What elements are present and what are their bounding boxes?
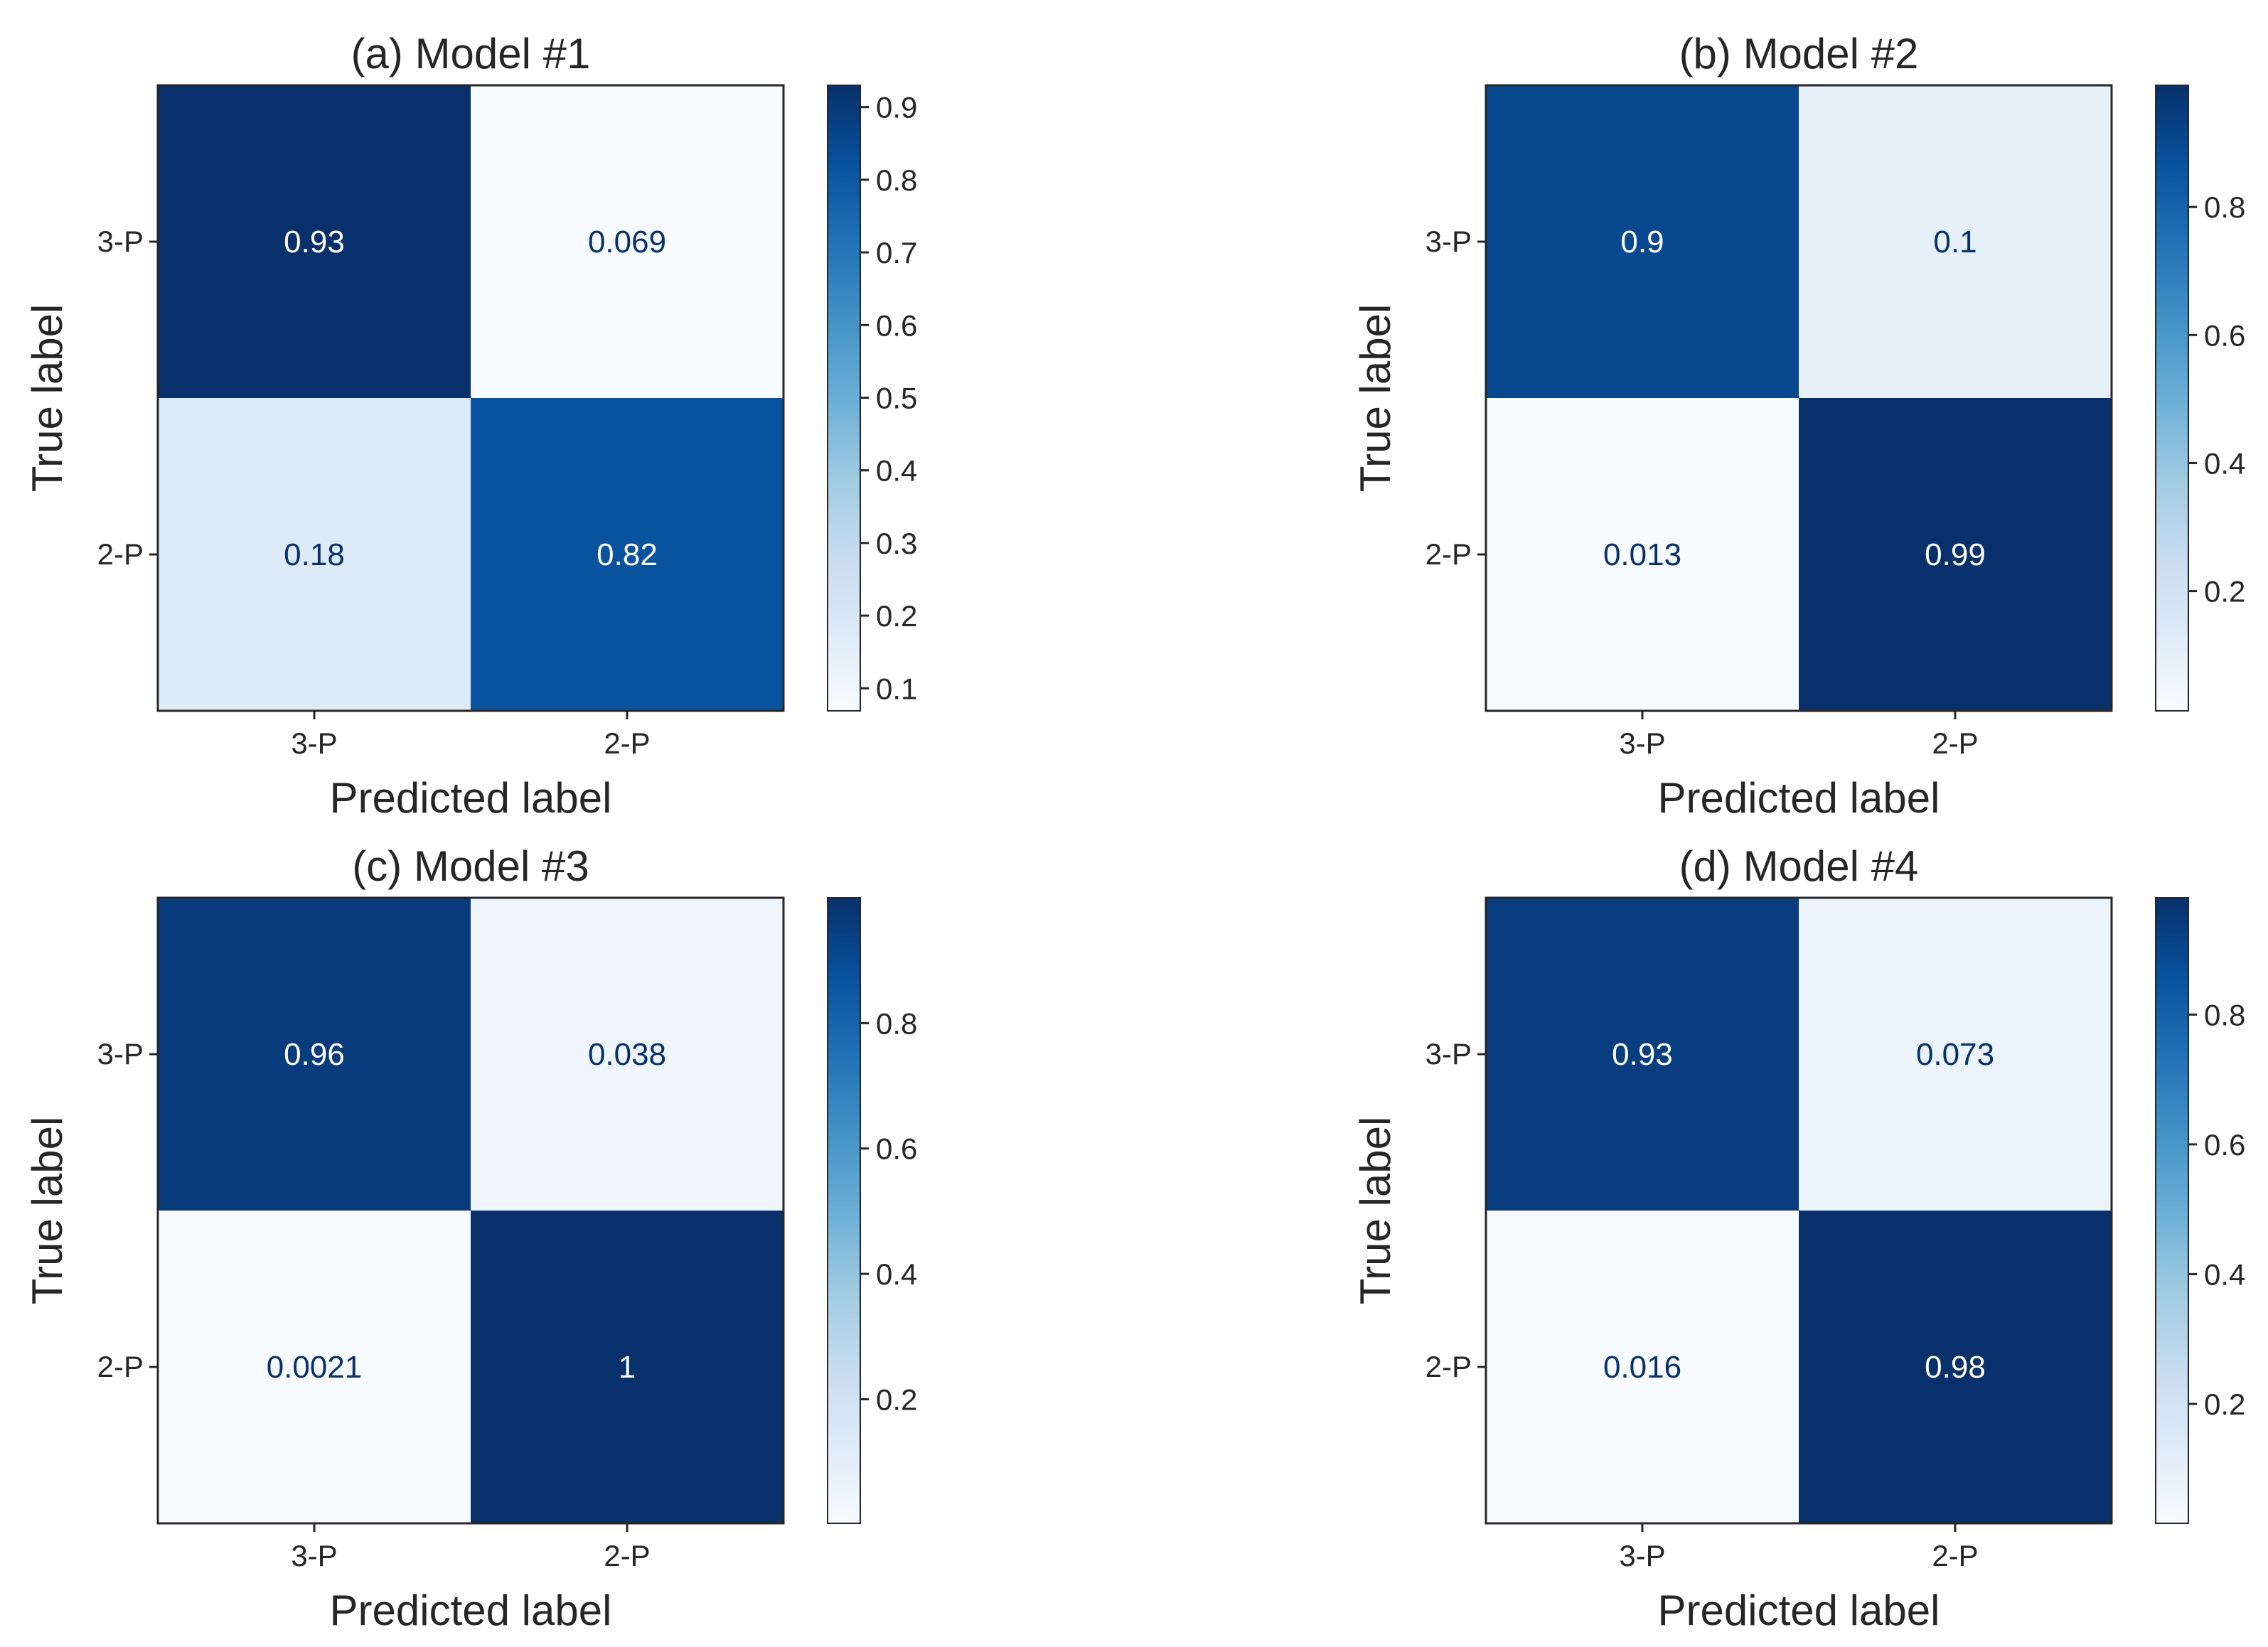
panel-title: (b) Model #2 [1679,30,1919,77]
heatmap-cell [471,85,783,398]
y-axis-label: True label [1352,1117,1399,1305]
colorbar-frame [2155,85,2189,712]
y-tick-label: 2-P [97,1350,144,1383]
colorbar-tick-label: 0.2 [2204,575,2245,608]
x-tick-label: 2-P [604,726,650,760]
panel-title: (a) Model #1 [351,30,591,77]
y-axis-label: True label [1352,304,1399,493]
panel-a: 0.93 0.069 0.18 0.82 3-P 2-P 3-P 2-P (a) Model #… [23,30,917,822]
heatmap-cell [1486,398,1799,711]
panel-title: (d) Model #4 [1679,842,1919,890]
y-tick-label: 2-P [97,537,144,571]
cell-value-label: 0.18 [284,537,345,572]
y-axis-label: True label [23,304,71,493]
colorbar-tick-label: 0.3 [876,527,917,560]
y-tick-label: 2-P [1425,1350,1472,1383]
x-tick-label: 3-P [291,726,337,760]
colorbar [828,85,860,711]
x-tick-label: 3-P [291,1539,337,1572]
colorbar [828,898,860,1523]
heatmap-frame [1485,84,2113,712]
x-axis-label: Predicted label [1658,1587,1940,1634]
colorbar-frame [827,897,861,1524]
cell-value-label: 0.98 [1925,1350,1986,1385]
heatmap-frame [1485,896,2113,1525]
heatmap-cell [1799,1211,2112,1523]
colorbar-tick-label: 0.4 [2204,446,2245,480]
colorbar-tick-label: 0.4 [876,1257,917,1291]
colorbar-frame [2155,897,2189,1524]
x-tick-label: 3-P [1619,1539,1665,1572]
y-tick-label: 3-P [1425,225,1472,258]
x-axis-label: Predicted label [330,1587,612,1634]
colorbar-tick-label: 0.2 [2204,1388,2245,1421]
colorbar-tick-label: 0.9 [876,91,917,124]
panel-c: 0.96 0.038 0.0021 1 3-P 2-P 3-P 2-P (c) Model #3… [23,842,917,1634]
y-tick-label: 2-P [1425,537,1472,571]
y-tick-label: 3-P [97,1037,144,1071]
cell-value-label: 0.038 [588,1037,666,1072]
heatmap-cell [158,398,471,711]
cell-value-label: 0.96 [284,1037,345,1072]
x-tick-label: 3-P [1619,726,1665,760]
panel-d: 0.93 0.073 0.016 0.98 3-P 2-P 3-P 2-P (d) Model … [1352,842,2245,1634]
colorbar-tick-label: 0.6 [2204,1128,2245,1162]
heatmap-cell [471,898,783,1211]
x-axis-label: Predicted label [1658,774,1940,822]
colorbar-tick-label: 0.1 [876,672,917,705]
colorbar-tick-label: 0.6 [876,309,917,342]
cell-value-label: 0.1 [1933,225,1977,259]
heatmap-frame [156,896,785,1525]
cell-value-label: 0.82 [597,537,658,572]
heatmap-cell [1799,898,2112,1211]
heatmap-cell [1799,398,2112,711]
heatmap-cell [1486,898,1799,1211]
colorbar-tick-label: 0.8 [876,1007,917,1040]
colorbar-tick-label: 0.6 [876,1132,917,1166]
cell-value-label: 0.013 [1603,537,1681,572]
colorbar [2156,898,2188,1523]
panel-b: 0.9 0.1 0.013 0.99 3-P 2-P 3-P 2-P (b) Model #2 P… [1352,30,2245,822]
colorbar-tick-label: 0.4 [2204,1257,2245,1291]
colorbar-tick-label: 0.2 [876,1383,917,1416]
colorbar-tick-label: 0.8 [2204,191,2245,224]
heatmap-cell [158,898,471,1211]
x-tick-label: 2-P [1932,1539,1978,1572]
heatmap-frame [156,84,785,712]
y-tick-label: 3-P [1425,1037,1472,1071]
y-axis-label: True label [23,1117,71,1305]
heatmap-cell [1486,1211,1799,1523]
x-tick-label: 2-P [1932,726,1978,760]
colorbar-tick-label: 0.8 [876,163,917,197]
cell-value-label: 0.99 [1925,537,1986,572]
colorbar-tick-label: 0.7 [876,236,917,269]
cell-value-label: 0.9 [1620,225,1664,259]
colorbar [2156,85,2188,711]
panel-title: (c) Model #3 [352,842,589,890]
heatmap-cell [158,85,471,398]
colorbar-tick-label: 0.8 [2204,998,2245,1031]
cell-value-label: 0.93 [284,225,345,259]
y-tick-label: 3-P [97,225,144,258]
cell-value-label: 0.0021 [267,1350,363,1385]
heatmap-cell [1486,85,1799,398]
cell-value-label: 0.93 [1612,1037,1673,1072]
x-axis-label: Predicted label [330,774,612,822]
colorbar-tick-label: 0.4 [876,454,917,488]
cell-value-label: 1 [619,1350,636,1385]
heatmap-cell [471,1211,783,1523]
heatmap-cell [158,1211,471,1523]
colorbar-tick-label: 0.2 [876,599,917,633]
heatmap-cell [1799,85,2112,398]
colorbar-tick-label: 0.5 [876,381,917,414]
cell-value-label: 0.073 [1916,1037,1994,1072]
cell-value-label: 0.016 [1603,1350,1681,1385]
heatmap-cell [471,398,783,711]
colorbar-tick-label: 0.6 [2204,318,2245,352]
cell-value-label: 0.069 [588,225,666,259]
x-tick-label: 2-P [604,1539,650,1572]
